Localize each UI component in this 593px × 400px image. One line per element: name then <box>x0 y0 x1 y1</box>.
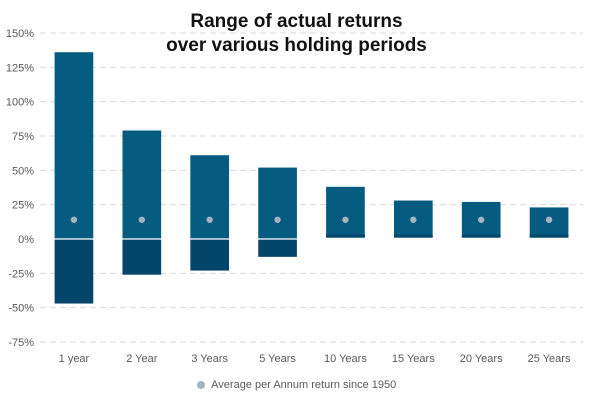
bar-floor <box>326 234 365 238</box>
bar-range <box>326 186 365 238</box>
average-marker <box>206 216 213 223</box>
average-marker <box>545 216 553 223</box>
average-marker <box>410 216 417 223</box>
y-tick-label: 25% <box>12 200 34 212</box>
average-marker <box>138 216 146 223</box>
chart-title: Range of actual returns over various hol… <box>0 10 593 58</box>
y-tick-label: 125% <box>6 62 34 74</box>
x-axis-ticks: 1 year 2 Year 3 Years 5 Years 10 Years 15 Yea… <box>59 353 571 365</box>
x-tick-label: 15 Years <box>392 353 435 365</box>
y-tick-label: 0% <box>18 234 34 246</box>
average-markers <box>70 216 553 223</box>
average-marker <box>274 216 281 223</box>
bar-positive <box>258 167 297 239</box>
bar-negative <box>122 239 162 275</box>
bar-floor <box>529 234 569 238</box>
legend-label: Average per Annum return since 1950 <box>211 379 397 391</box>
bar-negative <box>258 239 297 257</box>
y-tick-label: 50% <box>12 165 34 177</box>
y-tick-label: -75% <box>8 337 34 349</box>
x-tick-label: 1 year <box>59 353 90 365</box>
bar-floor <box>461 234 501 238</box>
y-tick-label: -50% <box>8 303 34 315</box>
grid-lines <box>40 32 583 343</box>
average-marker <box>342 216 349 223</box>
x-tick-label: 2 Year <box>126 353 158 365</box>
average-marker <box>477 216 485 223</box>
y-tick-label: -25% <box>8 268 34 280</box>
y-tick-label: 100% <box>6 97 34 109</box>
x-tick-label: 25 Years <box>528 353 571 365</box>
x-tick-label: 10 Years <box>324 353 367 365</box>
bar-negative <box>190 239 230 271</box>
bar-positive <box>54 52 94 239</box>
x-tick-label: 20 Years <box>460 353 503 365</box>
y-axis-ticks: 150% 125% 100% 75% 50% 25% 0% -25% -50% -75% <box>6 28 34 349</box>
legend-marker-icon <box>196 381 205 390</box>
bars <box>54 52 569 304</box>
average-marker <box>70 216 78 223</box>
y-tick-label: 75% <box>12 131 34 143</box>
x-tick-label: 5 Years <box>259 353 296 365</box>
chart-title-line-1: Range of actual returns <box>190 11 403 32</box>
legend: Average per Annum return since 1950 <box>0 379 593 391</box>
bar-negative <box>54 239 94 304</box>
bar-positive <box>190 155 230 239</box>
bar-floor <box>393 234 433 238</box>
chart-title-line-2: over various holding periods <box>166 35 427 56</box>
x-tick-label: 3 Years <box>191 353 228 365</box>
y-tick-label: 150% <box>6 28 34 40</box>
